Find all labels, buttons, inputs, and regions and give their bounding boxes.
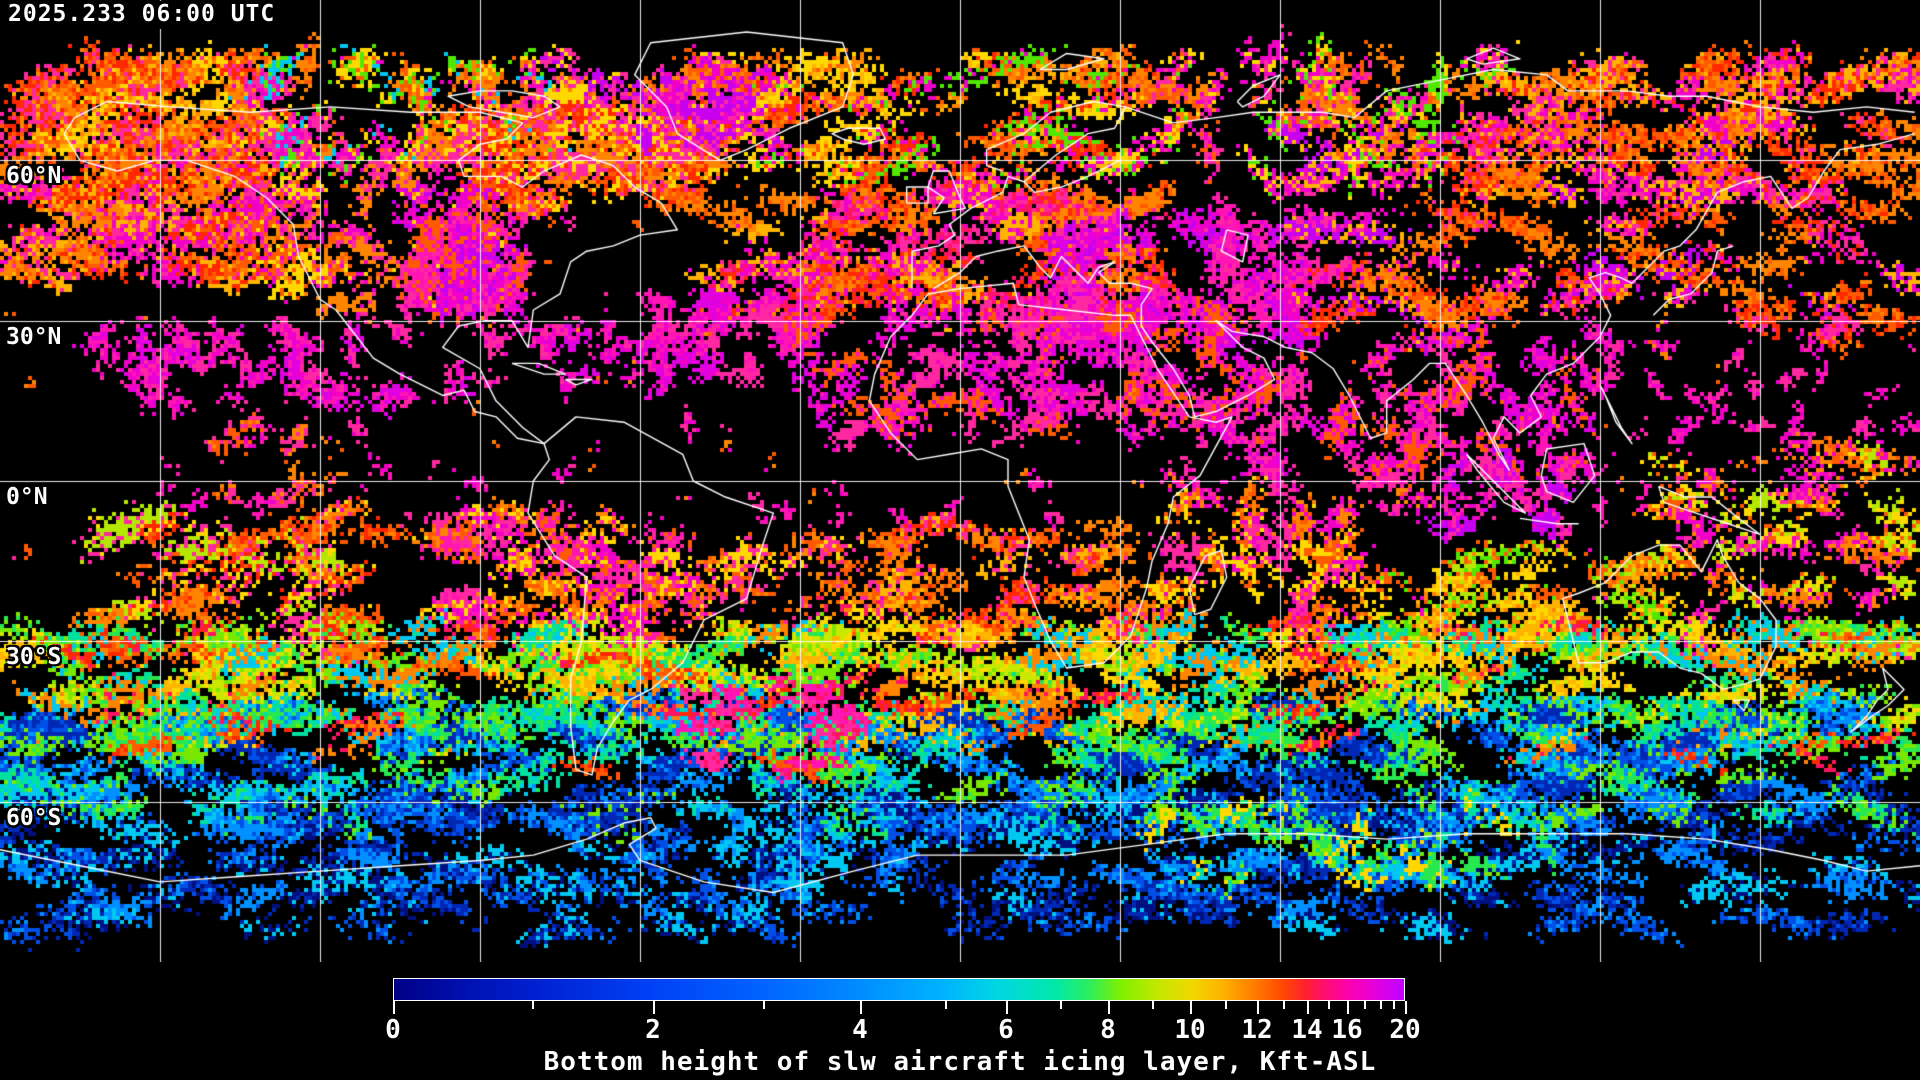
colorbar-tick-label: 4 xyxy=(852,1015,868,1045)
colorbar-tick xyxy=(653,1001,655,1014)
colorbar-tick xyxy=(1152,1001,1154,1009)
colorbar-tick xyxy=(1364,1001,1366,1009)
colorbar-tick xyxy=(860,1001,862,1014)
colorbar-tick xyxy=(1225,1001,1227,1009)
colorbar-tick xyxy=(1006,1001,1008,1014)
colorbar-tick xyxy=(1393,1001,1395,1009)
lat-label-0n: 0°N xyxy=(6,484,48,510)
colorbar-tick xyxy=(1347,1001,1349,1014)
colorbar-tick xyxy=(945,1001,947,1009)
timestamp-label: 2025.233 06:00 UTC xyxy=(8,1,282,29)
colorbar-tick-label: 2 xyxy=(645,1015,661,1045)
colorbar-tick-label: 6 xyxy=(998,1015,1014,1045)
lat-label-60n: 60°N xyxy=(6,163,62,190)
colorbar-tick-label: 20 xyxy=(1389,1015,1421,1045)
colorbar-gradient xyxy=(393,978,1405,1001)
colorbar-tick xyxy=(1405,1001,1407,1014)
lat-label-30n: 30°N xyxy=(6,323,62,350)
colorbar-tick xyxy=(1190,1001,1192,1014)
colorbar-tick xyxy=(532,1001,534,1009)
colorbar-tick-label: 12 xyxy=(1241,1015,1273,1045)
colorbar-tick-label: 16 xyxy=(1331,1015,1363,1045)
icing-map-canvas xyxy=(0,0,1920,962)
caption-label: Bottom height of slw aircraft icing laye… xyxy=(543,1047,1377,1077)
colorbar-tick xyxy=(1380,1001,1382,1009)
colorbar-tick-label: 8 xyxy=(1100,1015,1116,1045)
colorbar-tick xyxy=(1108,1001,1110,1014)
colorbar-tick xyxy=(1328,1001,1330,1009)
colorbar-tick-label: 0 xyxy=(385,1015,401,1045)
colorbar-tick xyxy=(763,1001,765,1009)
colorbar-tick xyxy=(393,1001,395,1014)
colorbar-tick xyxy=(1060,1001,1062,1009)
colorbar-tick-label: 10 xyxy=(1174,1015,1206,1045)
colorbar-tick xyxy=(1257,1001,1259,1014)
colorbar-tick-label: 14 xyxy=(1291,1015,1323,1045)
colorbar-tick xyxy=(1283,1001,1285,1009)
lat-label-60s: 60°S xyxy=(6,804,62,831)
lat-label-30s: 30°S xyxy=(6,644,62,671)
colorbar-tick xyxy=(1307,1001,1309,1014)
